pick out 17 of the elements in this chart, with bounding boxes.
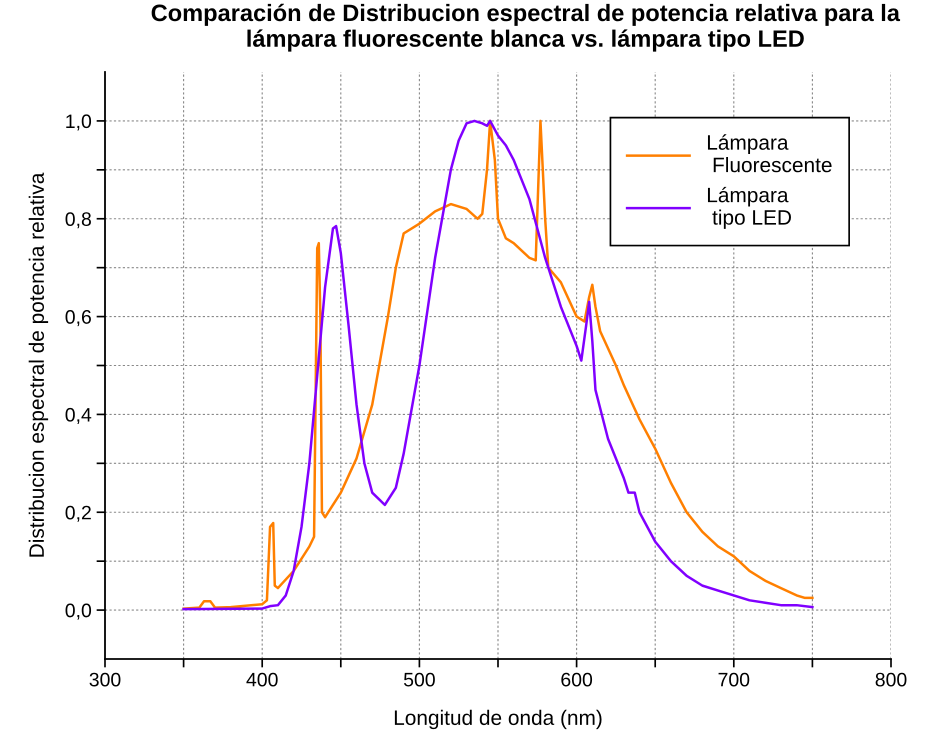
legend-label: Lámpara tipo LED xyxy=(708,186,791,229)
x-tick-label: 700 xyxy=(718,672,750,686)
x-tick-label: 300 xyxy=(90,672,120,686)
y-tick-label: 1,0 xyxy=(66,114,92,130)
legend-label: Lámpara Fluorescente xyxy=(708,134,832,172)
x-tick-label: 500 xyxy=(404,672,435,686)
chart-title: Comparación de Distribucion espectral de potencia relativa para la lámpara fluorescente blanca vs. lámpara tipo LED xyxy=(152,4,900,52)
x-tick-label: 600 xyxy=(561,672,592,686)
y-tick-label: 0,0 xyxy=(66,604,92,620)
y-tick-label: 0,4 xyxy=(66,408,92,424)
y-tick-label: 0,2 xyxy=(66,506,91,522)
y-axis-title: Distribucion espectral de potencia relativa xyxy=(28,172,48,557)
x-axis-title: Longitud de onda (nm) xyxy=(394,710,602,730)
x-tick-label: 400 xyxy=(246,672,278,686)
x-tick-label: 800 xyxy=(876,672,906,686)
y-tick-label: 0,6 xyxy=(66,310,91,326)
y-tick-label: 0,8 xyxy=(66,212,91,228)
